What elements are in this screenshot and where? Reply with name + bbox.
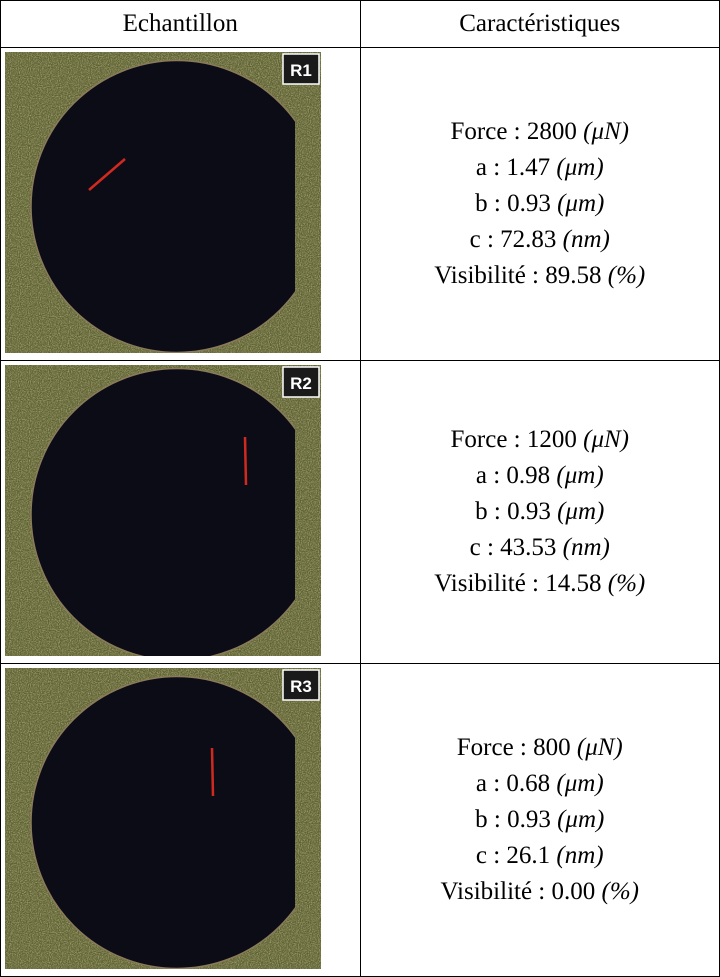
hole [30, 59, 295, 353]
scratch [210, 747, 215, 797]
characteristic-label: Force : 800 [456, 734, 571, 761]
label-box [282, 53, 320, 85]
characteristic: b : 0.93 (μm) [361, 494, 720, 530]
characteristic-label: b : 0.93 [475, 806, 551, 833]
characteristic-label: Visibilité : 14.58 [434, 570, 602, 597]
characteristics-cell: Force : 2800 (μN) a : 1.47 (μm) b : 0.93 (… [359, 47, 720, 361]
characteristic-label: c : 43.53 [469, 534, 557, 561]
characteristic: Visibilité : 14.58 (%) [361, 566, 720, 602]
label-box [282, 669, 320, 701]
characteristic-label: Force : 1200 [450, 426, 577, 453]
sample-image: R2 [5, 365, 321, 656]
row: R2 Force : 1200 (μN) a : 0.98 (μm) b : 0.93… [0, 360, 720, 664]
characteristic-unit: (μm) [556, 154, 604, 181]
characteristic: a : 0.68 (μm) [361, 766, 720, 802]
sample-cell: R2 [0, 360, 361, 664]
characteristic-label: Visibilité : 89.58 [434, 262, 602, 289]
characteristic: c : 43.53 (nm) [361, 530, 720, 566]
characteristic-label: b : 0.93 [475, 498, 551, 525]
header-row: Echantillon Caractéristiques [0, 0, 720, 48]
characteristic-label: Visibilité : 0.00 [440, 878, 596, 905]
characteristic: a : 1.47 (μm) [361, 150, 720, 186]
characteristic-unit: (nm) [562, 534, 610, 561]
sample-label: R2 [290, 374, 312, 393]
scratch [243, 436, 248, 486]
characteristic: c : 72.83 (nm) [361, 222, 720, 258]
characteristic: Visibilité : 0.00 (%) [361, 874, 720, 910]
characteristic-unit: (%) [607, 262, 646, 289]
characteristic-unit: (μN) [583, 118, 629, 145]
characteristic-label: b : 0.93 [475, 190, 551, 217]
row: R3 Force : 800 (μN) a : 0.68 (μm) b : 0.93 … [0, 663, 720, 977]
characteristic-label: a : 1.47 [475, 154, 551, 181]
characteristic-unit: (μm) [557, 190, 605, 217]
characteristic: Force : 800 (μN) [361, 730, 720, 766]
characteristic: Force : 2800 (μN) [361, 114, 720, 150]
header-cell: Echantillon [0, 0, 361, 48]
header-cell: Caractéristiques [359, 0, 720, 48]
characteristic-unit: (μm) [556, 770, 604, 797]
sample-image: R1 [5, 52, 321, 353]
row: R1 Force : 2800 (μN) a : 1.47 (μm) b : 0.93… [0, 47, 720, 361]
scratch [88, 158, 126, 191]
characteristic: b : 0.93 (μm) [361, 186, 720, 222]
characteristics-cell: Force : 800 (μN) a : 0.68 (μm) b : 0.93 (μ… [359, 663, 720, 977]
characteristic-unit: (μN) [576, 734, 623, 761]
sample-label: R3 [290, 677, 312, 696]
characteristic-label: a : 0.98 [475, 462, 551, 489]
characteristic-unit: (μm) [556, 462, 604, 489]
sample-cell: R1 [0, 47, 361, 361]
characteristic-label: a : 0.68 [475, 770, 551, 797]
hole [30, 367, 295, 656]
sample-image: R3 [5, 668, 321, 969]
characteristic: Visibilité : 89.58 (%) [361, 258, 720, 294]
characteristic-label: c : 26.1 [475, 842, 551, 869]
characteristic: c : 26.1 (nm) [361, 838, 720, 874]
characteristic: a : 0.98 (μm) [361, 458, 720, 494]
label-box [282, 366, 320, 398]
characteristic-unit: (μm) [557, 498, 605, 525]
characteristic-unit: (μN) [583, 426, 629, 453]
characteristic: b : 0.93 (μm) [361, 802, 720, 838]
characteristic-unit: (nm) [562, 226, 610, 253]
characteristic-unit: (%) [601, 878, 639, 905]
hole [30, 675, 295, 969]
characteristic-unit: (%) [607, 570, 646, 597]
characteristic: Force : 1200 (μN) [361, 422, 720, 458]
characteristic-unit: (μm) [557, 806, 605, 833]
characteristic-label: c : 72.83 [469, 226, 557, 253]
sample-label: R1 [290, 61, 312, 80]
characteristic-label: Force : 2800 [450, 118, 577, 145]
characteristics-cell: Force : 1200 (μN) a : 0.98 (μm) b : 0.93 (… [359, 360, 720, 664]
sample-cell: R3 [0, 663, 361, 977]
characteristic-unit: (nm) [556, 842, 604, 869]
